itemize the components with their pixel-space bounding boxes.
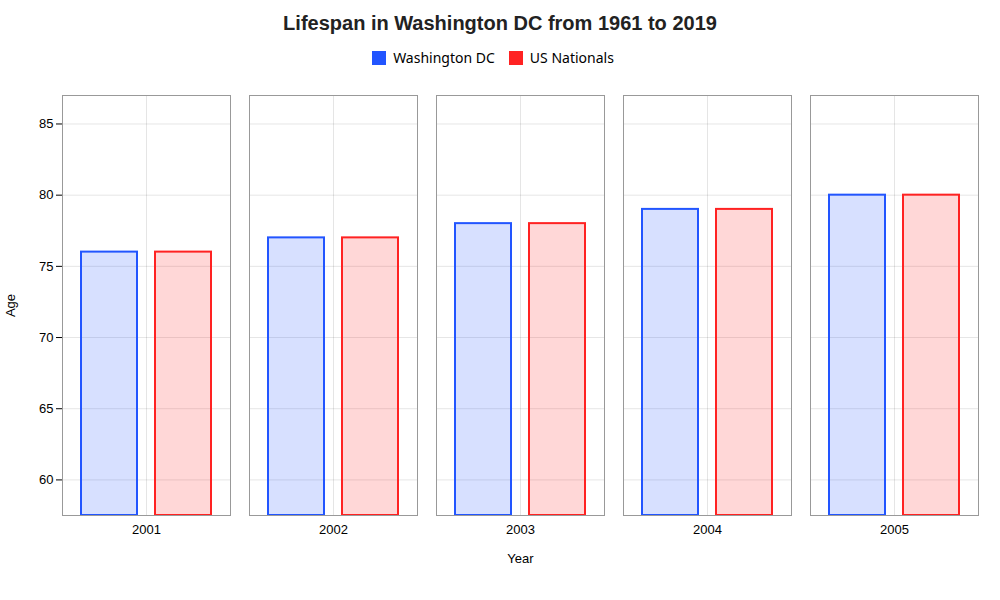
svg-text:85: 85 [39,116,53,131]
svg-text:65: 65 [39,401,53,416]
svg-text:Year: Year [507,551,534,566]
svg-text:Age: Age [3,294,18,317]
html-text:US Nationals: US Nationals [529,48,614,67]
svg-text:2001: 2001 [132,522,161,537]
svg-text:2002: 2002 [319,522,348,537]
svg-text:2005: 2005 [880,522,909,537]
svg-text:2004: 2004 [693,522,722,537]
html-text:Lifespan in Washington DC from: Lifespan in Washington DC from 1961 to 2… [283,12,717,34]
svg-text:80: 80 [39,187,53,202]
svg-text:2003: 2003 [506,522,535,537]
svg-text:60: 60 [39,472,53,487]
svg-text:70: 70 [39,330,53,345]
html-text:Washington DC: Washington DC [393,48,495,67]
svg-text:75: 75 [39,259,53,274]
